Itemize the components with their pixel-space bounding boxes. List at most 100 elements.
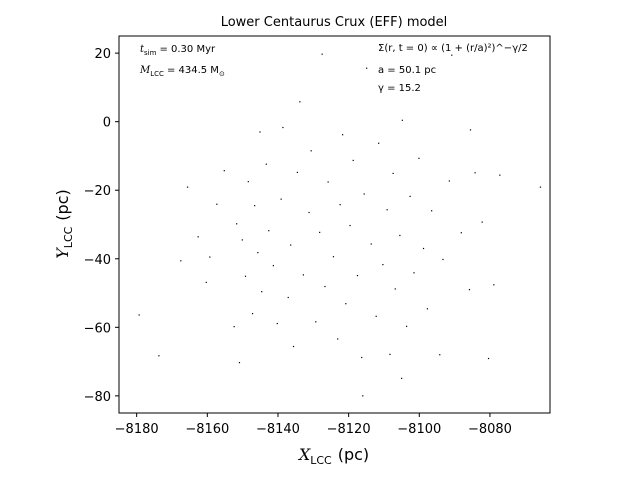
data-point bbox=[422, 247, 425, 250]
data-point bbox=[186, 186, 189, 188]
data-point bbox=[499, 174, 501, 176]
data-point bbox=[223, 170, 225, 172]
data-point bbox=[272, 265, 274, 267]
y-axis-label: YLCC (pc) bbox=[53, 189, 75, 259]
data-point bbox=[259, 131, 261, 133]
data-point bbox=[382, 264, 384, 266]
x-tick-label: −8100 bbox=[397, 422, 441, 437]
data-point bbox=[469, 129, 472, 131]
y-tick-label: 20 bbox=[94, 47, 111, 62]
gamma-annotation: γ = 15.2 bbox=[378, 83, 421, 94]
data-point bbox=[236, 223, 238, 225]
y-axis-label-symbol: Y bbox=[53, 247, 72, 259]
x-axis-label-unit: (pc) bbox=[338, 445, 369, 464]
data-point bbox=[389, 353, 391, 355]
data-point bbox=[205, 281, 207, 284]
plot-area-frame bbox=[118, 35, 551, 414]
data-point bbox=[413, 272, 415, 274]
data-point bbox=[349, 224, 351, 227]
x-axis-ticks: −8180 −8160 −8140 −8120 −8100 −8080 bbox=[115, 413, 512, 437]
data-point bbox=[197, 236, 199, 238]
x-axis-label-symbol: X bbox=[297, 445, 311, 464]
data-point bbox=[356, 274, 359, 277]
x-tick-label: −8120 bbox=[327, 422, 371, 437]
profile-annotation: Σ(r, t = 0) ∝ (1 + (r/a)²)^−γ/2 bbox=[378, 43, 528, 54]
data-point bbox=[487, 357, 490, 360]
data-point bbox=[276, 322, 278, 325]
data-point bbox=[254, 205, 256, 207]
data-point bbox=[244, 275, 247, 277]
data-point bbox=[366, 67, 368, 69]
x-tick-label: −8140 bbox=[256, 422, 300, 437]
y-axis-ticks: 20 0 −20 −40 −60 −80 bbox=[84, 47, 119, 405]
data-point bbox=[296, 171, 299, 174]
data-point bbox=[426, 308, 429, 310]
data-point bbox=[290, 244, 292, 246]
data-point bbox=[233, 326, 235, 328]
y-tick-label: −80 bbox=[84, 390, 111, 405]
data-point bbox=[481, 221, 483, 223]
data-point bbox=[392, 172, 394, 175]
data-point bbox=[405, 325, 408, 327]
x-axis-label: XLCC (pc) bbox=[297, 445, 369, 467]
data-point bbox=[251, 313, 254, 315]
data-point bbox=[180, 260, 182, 262]
data-point bbox=[378, 142, 380, 144]
data-point bbox=[468, 289, 471, 291]
tsim-subscript: sim bbox=[144, 49, 157, 57]
data-point bbox=[362, 395, 364, 397]
data-point bbox=[287, 296, 289, 299]
data-point bbox=[319, 231, 321, 233]
y-tick-label: −60 bbox=[84, 321, 111, 336]
chart-title: Lower Centaurus Crux (EFF) model bbox=[221, 15, 448, 30]
data-point bbox=[282, 126, 284, 129]
data-point bbox=[409, 195, 411, 197]
tsim-symbol: t bbox=[140, 44, 145, 55]
data-point bbox=[138, 314, 140, 316]
data-point bbox=[418, 157, 420, 159]
data-point bbox=[321, 53, 323, 55]
data-point bbox=[363, 193, 365, 195]
y-axis-label-subscript: LCC bbox=[62, 226, 75, 248]
data-point bbox=[361, 356, 363, 359]
data-point bbox=[339, 204, 341, 206]
data-point bbox=[292, 345, 295, 348]
data-point bbox=[310, 150, 312, 152]
data-point bbox=[352, 159, 354, 162]
data-point bbox=[261, 291, 263, 293]
data-point bbox=[327, 181, 329, 183]
solar-mass-symbol: ⊙ bbox=[219, 70, 225, 78]
y-tick-label: −20 bbox=[84, 184, 111, 199]
data-point bbox=[238, 362, 241, 364]
x-tick-label: −8160 bbox=[185, 422, 229, 437]
data-point bbox=[315, 321, 317, 323]
data-point bbox=[158, 355, 160, 357]
data-point bbox=[345, 303, 347, 305]
mass-subscript: LCC bbox=[150, 70, 164, 78]
data-point bbox=[302, 274, 305, 276]
data-point bbox=[268, 230, 270, 232]
data-point bbox=[257, 252, 259, 254]
data-point bbox=[493, 284, 495, 286]
tsim-value: = 0.30 Myr bbox=[159, 44, 216, 55]
data-point bbox=[474, 172, 476, 174]
data-point bbox=[399, 234, 401, 237]
data-point bbox=[460, 232, 462, 234]
data-point bbox=[265, 163, 267, 165]
data-point bbox=[401, 377, 403, 379]
mass-symbol: M bbox=[139, 65, 151, 76]
data-point bbox=[337, 338, 339, 340]
data-point bbox=[448, 180, 450, 182]
data-point bbox=[431, 210, 433, 212]
mass-annotation: MLCC = 434.5 M⊙ bbox=[139, 65, 225, 78]
data-point bbox=[308, 211, 310, 214]
scale-radius-annotation: a = 50.1 pc bbox=[378, 65, 436, 76]
data-point bbox=[401, 119, 403, 121]
data-point bbox=[386, 209, 388, 211]
data-point bbox=[209, 256, 211, 258]
x-tick-label: −8180 bbox=[115, 422, 159, 437]
data-point bbox=[375, 315, 377, 317]
data-point bbox=[332, 256, 335, 258]
data-point bbox=[324, 285, 326, 288]
y-tick-label: −40 bbox=[84, 253, 111, 268]
